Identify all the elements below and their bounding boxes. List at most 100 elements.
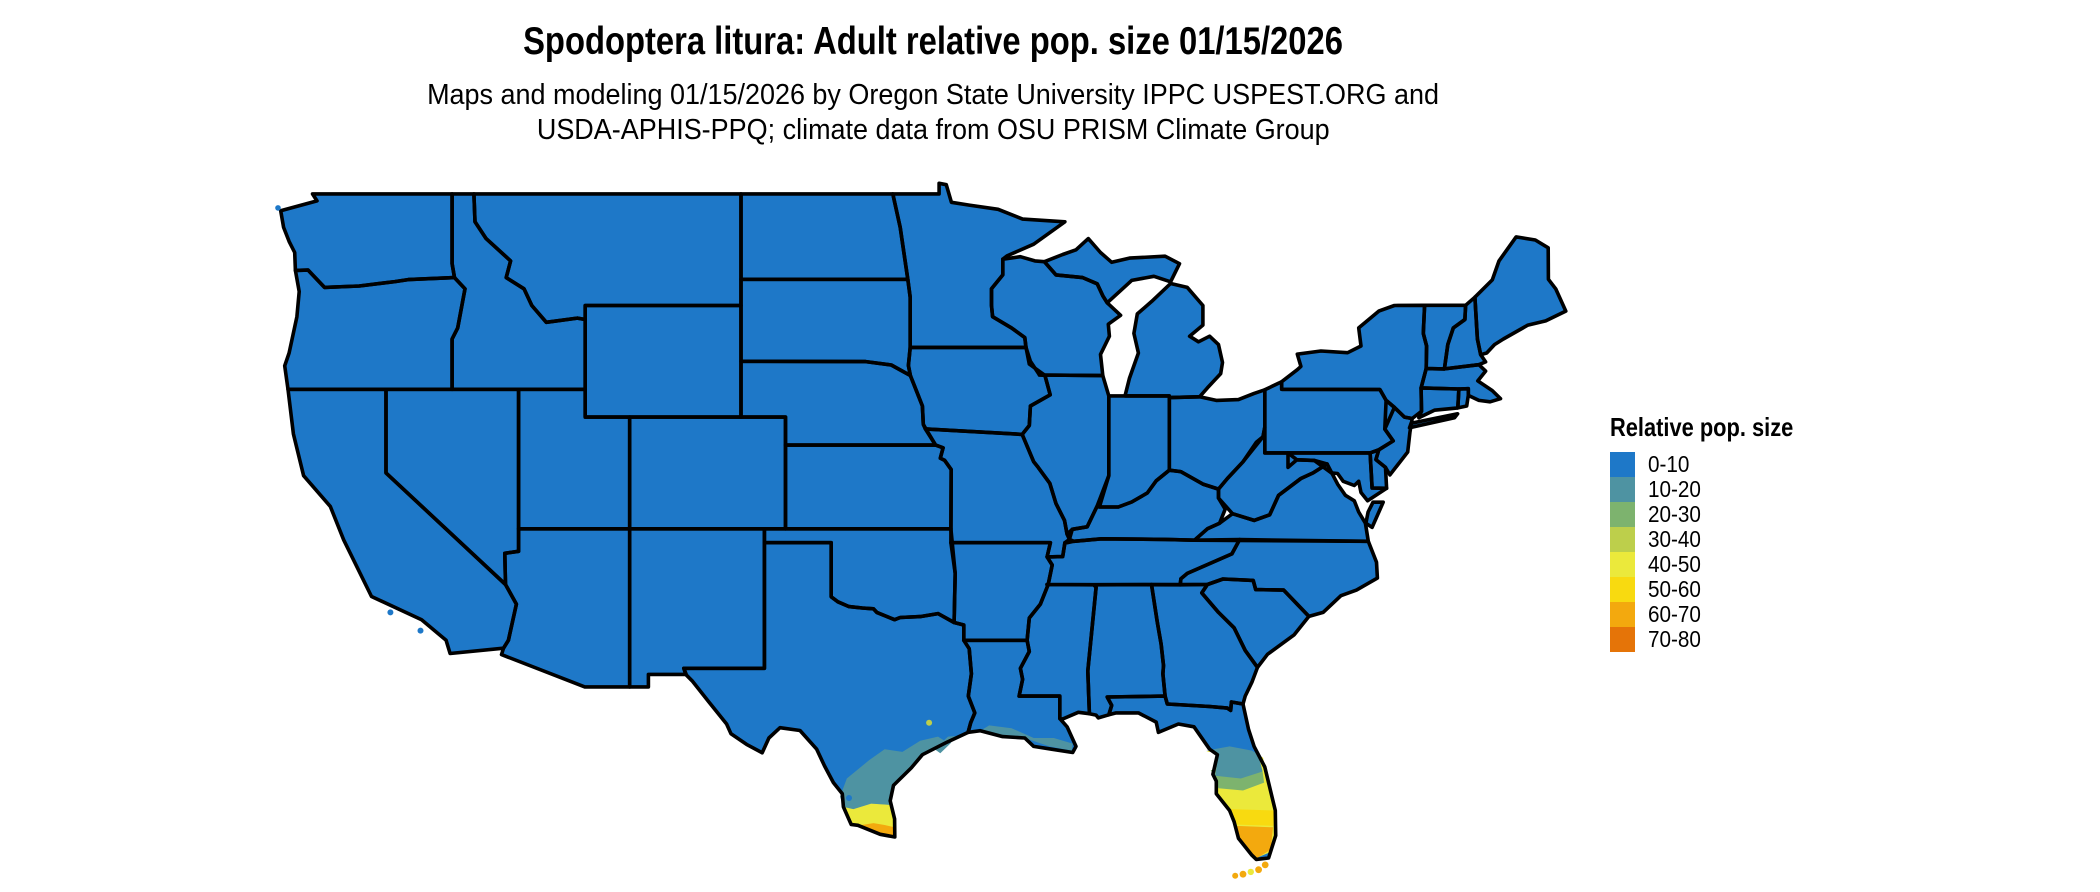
legend-swatch [1610,602,1635,627]
legend-swatch [1610,577,1635,602]
map-dot [846,795,852,801]
state-nd [741,193,908,280]
state-nv [386,389,519,585]
state-ky [1069,470,1226,542]
state-border-nj [1374,398,1414,477]
gradient-patch [1206,746,1263,779]
legend-label: 30-40 [1648,526,1701,552]
map-dot [1247,868,1254,876]
legend-rows: 0-10 10-20 20-30 30-40 40-50 50-60 60-70 70-80 [1610,451,1828,652]
state-fills [280,183,1566,860]
state-border-ct [1417,386,1461,420]
legend-label: 10-20 [1648,476,1701,502]
state-ut [518,389,630,529]
state-me [1474,236,1566,355]
map-dot [417,627,424,634]
state-va [1194,464,1369,542]
legend-item: 70-80 [1610,626,1828,652]
state-mn [892,183,1065,348]
state-ar [950,542,1053,641]
state-id [452,193,586,390]
state-pa [1264,381,1395,453]
gradient-patch [1229,809,1275,826]
map-dot [1261,861,1269,869]
subtitle-line-2: USDA-APHIS-PPQ; climate data from OSU PR… [536,114,1330,146]
state-wv [1218,427,1328,521]
state-in [1099,395,1170,507]
page-title: Spodoptera litura: Adult relative pop. s… [268,20,1598,64]
map-dot [926,719,933,726]
state-ks [785,445,952,529]
state-ct [1418,387,1459,418]
state-border-tx [681,540,977,839]
gradient-patch [860,823,895,837]
legend-item: 60-70 [1610,601,1828,627]
state-wy [585,305,741,418]
map-dot [275,205,281,211]
state-mi [1125,283,1223,398]
state-ca [288,389,517,654]
gradient-patch [1236,825,1273,859]
legend-label: 40-50 [1648,551,1701,577]
legend-swatch [1610,527,1635,552]
state-border-fl [1105,694,1278,862]
state-co [629,417,786,529]
state-tn [1047,538,1240,585]
legend-swatch [1610,552,1635,577]
state-border-ms [1017,582,1098,721]
state-or [284,270,465,390]
legend-label: 20-30 [1648,501,1701,527]
state-oh [1169,389,1265,490]
state-ga [1151,584,1258,711]
state-wi [991,256,1121,376]
state-border-mi [1123,281,1225,400]
page-title-text: Spodoptera litura: Adult relative pop. s… [523,20,1343,63]
legend-item: 20-30 [1610,501,1828,527]
state-ok [764,528,956,623]
legend-swatch [1610,502,1635,527]
state-mo [925,428,1070,557]
state-border-dv [1364,500,1385,530]
legend-item: 50-60 [1610,576,1828,602]
state-sd [741,279,911,376]
legend-title: Relative pop. size [1610,412,1794,442]
state-mt [473,193,741,323]
us-population-map [268,180,1570,884]
legend-swatch [1610,477,1635,502]
state-borders [278,181,1568,862]
state-ma [1421,364,1501,402]
state-al [1087,584,1166,718]
state-ne [741,361,936,446]
legend-item: 0-10 [1610,451,1828,477]
island-and-keys-dots [275,205,1269,879]
us-map-svg [275,181,1568,879]
state-nc [1180,539,1378,617]
map-dot [1239,870,1247,878]
state-ia [908,347,1051,435]
state-sc [1201,579,1309,668]
legend-label: 50-60 [1648,576,1701,602]
legend-label: 60-70 [1648,601,1701,627]
map-dot [1255,866,1262,874]
state-il [1022,375,1109,535]
legend-swatch [1610,452,1635,477]
map-legend: Relative pop. size 0-10 10-20 20-30 30-40 40… [1610,412,1828,652]
state-vt [1423,305,1466,369]
state-ny [1281,305,1427,419]
state-border-mu [1042,236,1182,305]
state-mu [1044,238,1180,303]
subtitle-line-1: Maps and modeling 01/15/2026 by Oregon S… [427,79,1439,111]
legend-item: 10-20 [1610,476,1828,502]
legend-swatch [1610,627,1635,652]
legend-label: 0-10 [1648,451,1690,477]
state-border-wv [1216,425,1329,523]
map-dot [387,609,394,616]
state-wa [280,193,455,288]
legend-item: 40-50 [1610,551,1828,577]
state-nm [629,528,765,687]
page-subtitle: Maps and modeling 01/15/2026 by Oregon S… [268,78,1598,148]
map-dot [853,796,859,803]
state-az [501,528,630,687]
legend-label: 70-80 [1648,626,1701,652]
map-dot [1232,872,1239,879]
